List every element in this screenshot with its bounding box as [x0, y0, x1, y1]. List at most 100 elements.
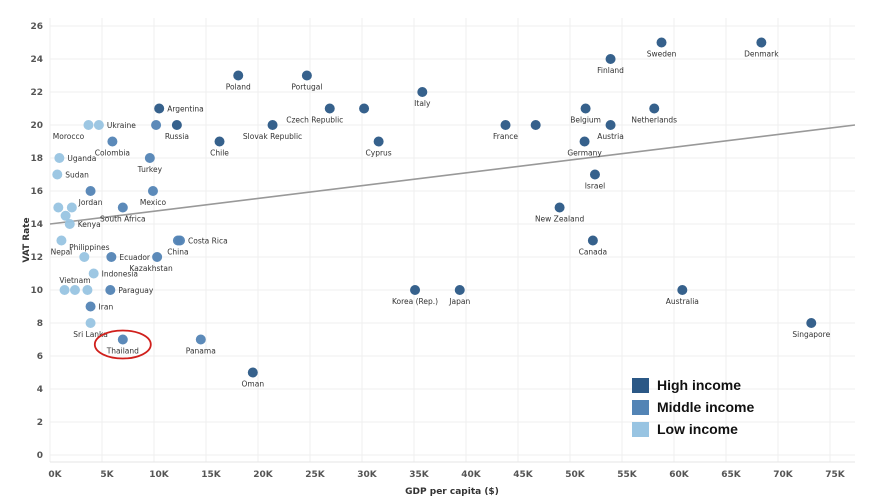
data-point [59, 285, 70, 295]
point-label: Oman [242, 380, 265, 389]
y-tick-label: 10 [30, 286, 43, 296]
data-point [324, 103, 335, 114]
data-point [301, 70, 312, 81]
data-point [69, 285, 80, 295]
data-point [151, 120, 162, 130]
data-point [60, 210, 71, 221]
point-label: Austria [597, 132, 624, 141]
data-point [53, 202, 64, 213]
legend-swatch-middle [632, 399, 649, 415]
data-point [85, 301, 96, 312]
point-label: Ecuador [119, 253, 151, 262]
point-label: Portugal [291, 83, 322, 92]
x-tick-label: 60K [669, 470, 690, 480]
data-point [359, 103, 370, 114]
point-label: Korea (Rep.) [392, 297, 438, 306]
point-label: Chile [210, 149, 229, 158]
point-label: Czech Republic [286, 116, 343, 125]
point-label: Colombia [95, 149, 130, 158]
point-label: China [167, 248, 188, 257]
x-tick-label: 50K [565, 470, 586, 480]
point-label: Nepal [51, 248, 73, 257]
y-tick-label: 6 [37, 352, 43, 362]
data-point [579, 136, 590, 147]
data-point [54, 153, 65, 163]
data-point [806, 318, 817, 328]
point-label: South Africa [100, 215, 146, 224]
point-label: New Zealand [535, 215, 585, 224]
legend-item-low: Low income [632, 418, 754, 440]
point-label: Thailand [106, 347, 139, 356]
point-label: Mexico [140, 198, 167, 207]
legend-label-low: Low income [657, 421, 738, 437]
point-label: Germany [567, 149, 602, 158]
point-label: Costa Rica [188, 237, 228, 246]
point-label: Japan [448, 297, 470, 306]
y-tick-label: 24 [30, 55, 43, 65]
point-label: Canada [579, 248, 608, 257]
data-point [656, 37, 667, 48]
point-label: Argentina [167, 105, 204, 114]
data-point [554, 202, 565, 213]
point-label: Sudan [65, 171, 89, 180]
y-tick-label: 14 [30, 220, 43, 230]
data-point [267, 120, 278, 130]
x-tick-label: 45K [513, 470, 534, 480]
data-point [154, 103, 165, 114]
point-label: Jordan [78, 198, 103, 207]
point-label: France [493, 132, 518, 141]
x-tick-label: 40K [461, 470, 482, 480]
x-tick-label: 0K [48, 470, 62, 480]
legend: High income Middle income Low income [632, 374, 754, 440]
point-label: Slovak Republic [243, 132, 302, 141]
point-label: Finland [597, 66, 624, 75]
x-tick-label: 70K [773, 470, 794, 480]
data-point [152, 252, 163, 262]
data-point [171, 120, 182, 130]
data-point [587, 235, 598, 246]
point-label: Morocco [53, 132, 85, 141]
data-point [144, 153, 155, 163]
data-point [589, 169, 600, 180]
point-label: Cyprus [366, 149, 392, 158]
data-point [106, 252, 117, 262]
data-point [117, 202, 128, 213]
y-tick-label: 20 [30, 121, 43, 131]
x-tick-label: 20K [253, 470, 274, 480]
point-label: Philippines [69, 243, 110, 252]
point-label: Italy [414, 99, 431, 108]
data-point [85, 318, 96, 328]
data-point [56, 235, 67, 246]
y-tick-label: 4 [37, 385, 43, 395]
x-axis-title: GDP per capita ($) [405, 487, 499, 497]
x-tick-label: 5K [100, 470, 114, 480]
data-point [247, 367, 258, 378]
legend-label-middle: Middle income [657, 399, 755, 415]
x-tick-label: 35K [409, 470, 430, 480]
data-point [373, 136, 384, 147]
data-point [605, 54, 616, 64]
y-tick-label: 8 [37, 319, 43, 329]
y-tick-label: 12 [30, 253, 43, 263]
data-point [677, 285, 688, 295]
point-label: Turkey [137, 165, 163, 174]
x-tick-label: 10K [149, 470, 170, 480]
data-point [82, 285, 93, 295]
data-point [417, 87, 428, 97]
data-point [410, 285, 421, 295]
data-point [214, 136, 225, 147]
data-point [649, 103, 660, 114]
legend-item-middle: Middle income [632, 396, 754, 418]
point-label: Israel [585, 182, 606, 191]
y-axis-title: VAT Rate [22, 217, 32, 262]
data-point [147, 186, 158, 196]
data-point [85, 186, 96, 196]
x-tick-label: 55K [617, 470, 638, 480]
data-point [530, 120, 541, 130]
legend-label-high: High income [657, 377, 742, 393]
legend-item-high: High income [632, 374, 754, 396]
data-point [66, 202, 77, 213]
x-tick-label: 30K [357, 470, 378, 480]
data-point [107, 136, 118, 147]
